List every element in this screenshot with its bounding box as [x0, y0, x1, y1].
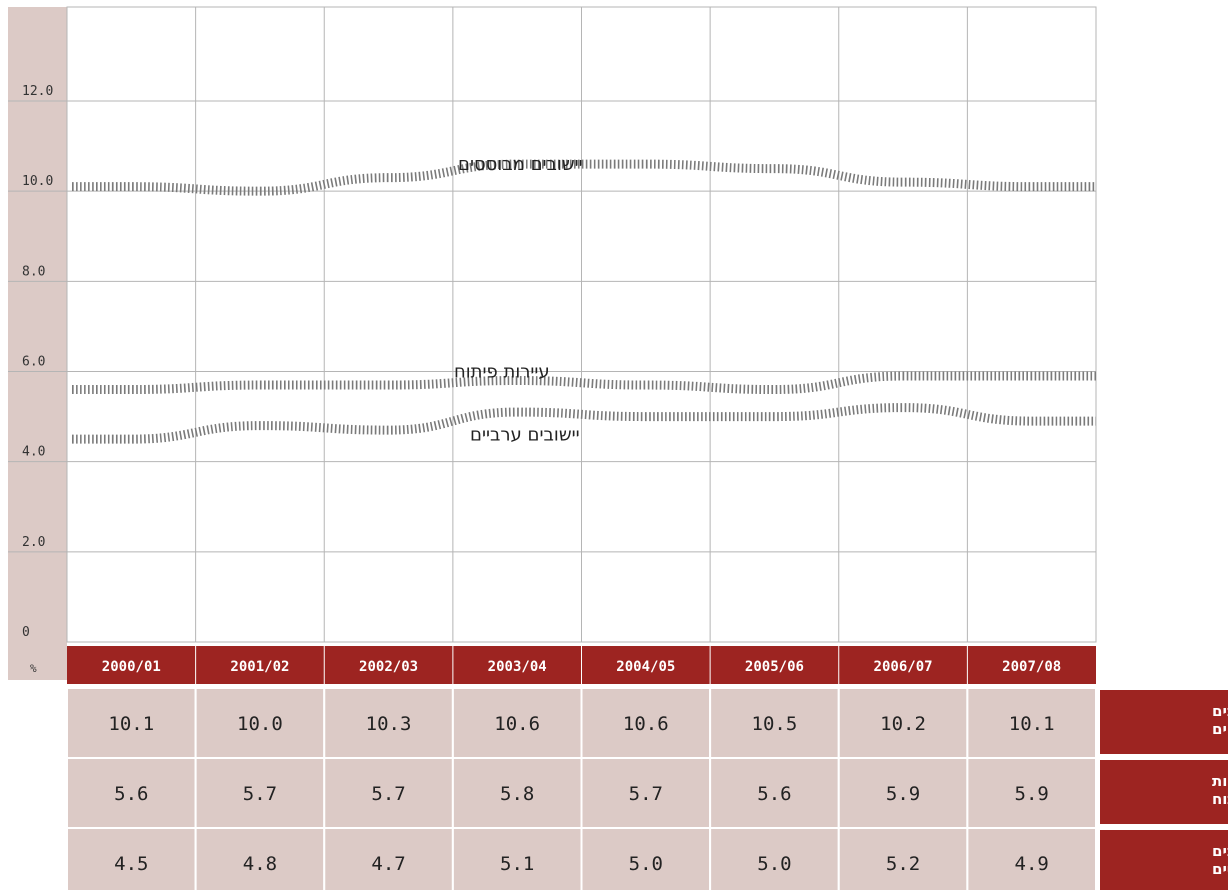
x-tick-label: 2006/07	[874, 659, 933, 675]
y-tick-label: 12.0	[22, 84, 53, 99]
table-cell-value: 4.8	[243, 853, 277, 875]
y-axis-band	[8, 7, 67, 680]
table-cell-value: 5.0	[629, 853, 663, 875]
table-cell-value: 4.9	[1015, 853, 1049, 875]
table-cell	[451, 827, 583, 890]
table-cell-value: 10.3	[366, 713, 412, 735]
unit-label: %	[30, 662, 37, 675]
x-tick-label: 2003/04	[488, 659, 547, 675]
table-cell-value: 10.6	[494, 713, 540, 735]
table-cell	[66, 757, 197, 829]
table-cell-value: 5.8	[500, 783, 534, 805]
row-header-label: ערביים	[1212, 860, 1231, 878]
table-cell	[194, 757, 326, 829]
row-header-label: פיתוח	[1212, 790, 1231, 808]
table-cell-value: 5.7	[629, 783, 663, 805]
y-tick-label: 10.0	[22, 174, 53, 189]
chart-labels: 0 2.0 4.0 6.0 8.0 10.0 12.0 2000/01 2001/02 2002/…	[22, 84, 1061, 675]
y-tick-label: 2.0	[22, 535, 45, 550]
row-header-label: יישובים	[1212, 702, 1231, 720]
series-label: עיירות פיתוח	[454, 362, 550, 383]
x-tick-label: 2001/02	[230, 659, 289, 675]
row-header	[1100, 690, 1228, 754]
y-tick-label: 6.0	[22, 355, 45, 370]
table-cell-value: 5.0	[757, 853, 791, 875]
row-header	[1100, 760, 1228, 824]
chart-grid	[8, 6, 1097, 643]
data-table: 10.110.010.310.610.610.510.210.1יישוביםמ…	[66, 687, 1231, 890]
table-cell	[709, 827, 840, 890]
x-tick-label: 2004/05	[616, 659, 675, 675]
table-cell-value: 5.1	[500, 853, 534, 875]
table-cell-value: 5.6	[114, 783, 148, 805]
table-cell-value: 4.5	[114, 853, 148, 875]
x-tick-label: 2005/06	[745, 659, 804, 675]
x-tick-label: 2000/01	[102, 659, 161, 675]
table-cell-value: 5.2	[886, 853, 920, 875]
table-cell-value: 10.5	[752, 713, 798, 735]
series-line	[72, 159, 1096, 196]
table-cell	[66, 687, 197, 759]
table-cell	[194, 687, 326, 759]
chart-background	[8, 7, 1096, 684]
table-cell	[194, 827, 326, 890]
row-header	[1100, 830, 1228, 890]
row-header-label: עיירות	[1212, 772, 1231, 790]
table-cell	[580, 757, 712, 829]
row-header-label: יישובים	[1212, 842, 1231, 860]
table-cell	[66, 827, 197, 890]
table-cell-value: 10.1	[1009, 713, 1055, 735]
row-header-label: מבוססים	[1212, 720, 1231, 738]
series-label: יישובים ערביים	[470, 425, 580, 446]
y-tick-label: 0	[22, 625, 30, 640]
table-cell-value: 10.6	[623, 713, 669, 735]
series-label: יישובים מבוססים	[458, 154, 583, 175]
series-line	[72, 403, 1096, 444]
table-cell-value: 4.7	[371, 853, 405, 875]
x-tick-label: 2007/08	[1002, 659, 1061, 675]
y-tick-label: 4.0	[22, 445, 45, 460]
table-cell-value: 5.7	[243, 783, 277, 805]
x-tick-label: 2002/03	[359, 659, 418, 675]
table-cell	[451, 757, 583, 829]
y-tick-label: 8.0	[22, 264, 45, 279]
table-cell-value: 5.9	[886, 783, 920, 805]
table-cell	[966, 687, 1097, 759]
table-cell-value: 5.9	[1015, 783, 1049, 805]
chart-series-lines	[72, 159, 1096, 444]
table-cell-value: 10.1	[108, 713, 154, 735]
table-cell	[580, 827, 712, 890]
table-cell	[323, 827, 454, 890]
table-cell	[837, 687, 969, 759]
table-cell-value: 10.2	[880, 713, 926, 735]
table-cell-value: 10.0	[237, 713, 283, 735]
table-cell	[966, 827, 1097, 890]
table-cell-value: 5.7	[371, 783, 405, 805]
table-cell	[837, 757, 969, 829]
series-line	[72, 371, 1096, 395]
table-cell-value: 5.6	[757, 783, 791, 805]
